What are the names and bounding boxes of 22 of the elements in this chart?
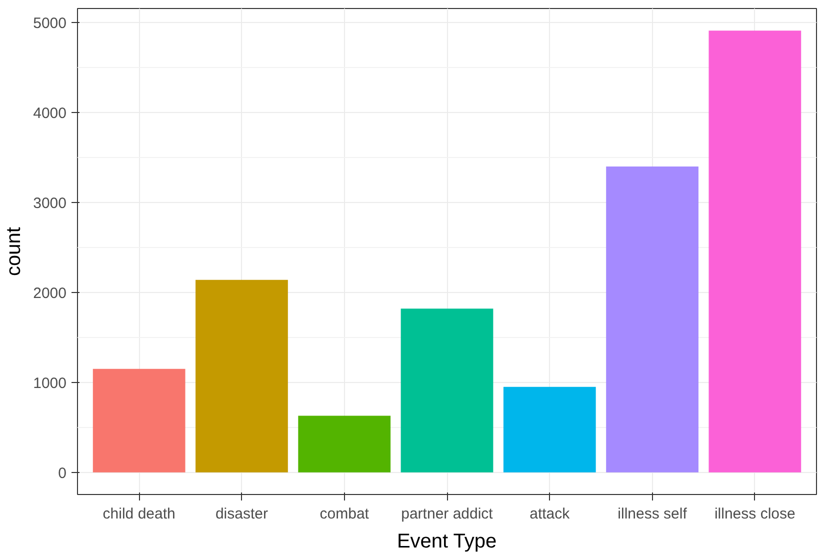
y-tick-label: 4000 xyxy=(33,105,67,122)
x-tick-label: illness close xyxy=(714,506,796,522)
x-tick-label: attack xyxy=(530,506,570,522)
bar xyxy=(298,416,391,472)
y-tick-label: 3000 xyxy=(33,194,67,212)
bar xyxy=(606,166,698,472)
y-tick-label: 5000 xyxy=(33,15,67,32)
y-tick-label: 2000 xyxy=(33,284,67,302)
bar xyxy=(708,30,802,472)
bar xyxy=(400,308,494,472)
x-tick-label: combat xyxy=(320,506,370,522)
y-tick-label: 1000 xyxy=(33,374,67,392)
bar xyxy=(503,386,596,472)
y-tick-label: 0 xyxy=(58,464,66,482)
x-tick-label: illness self xyxy=(618,506,688,522)
x-tick-label: child death xyxy=(102,506,176,522)
y-axis-title: count xyxy=(3,226,26,276)
bar xyxy=(92,368,186,472)
bar xyxy=(196,280,288,472)
x-axis-title: Event Type xyxy=(396,530,497,552)
x-tick-label: disaster xyxy=(215,506,268,522)
x-tick-label: partner addict xyxy=(401,506,494,522)
